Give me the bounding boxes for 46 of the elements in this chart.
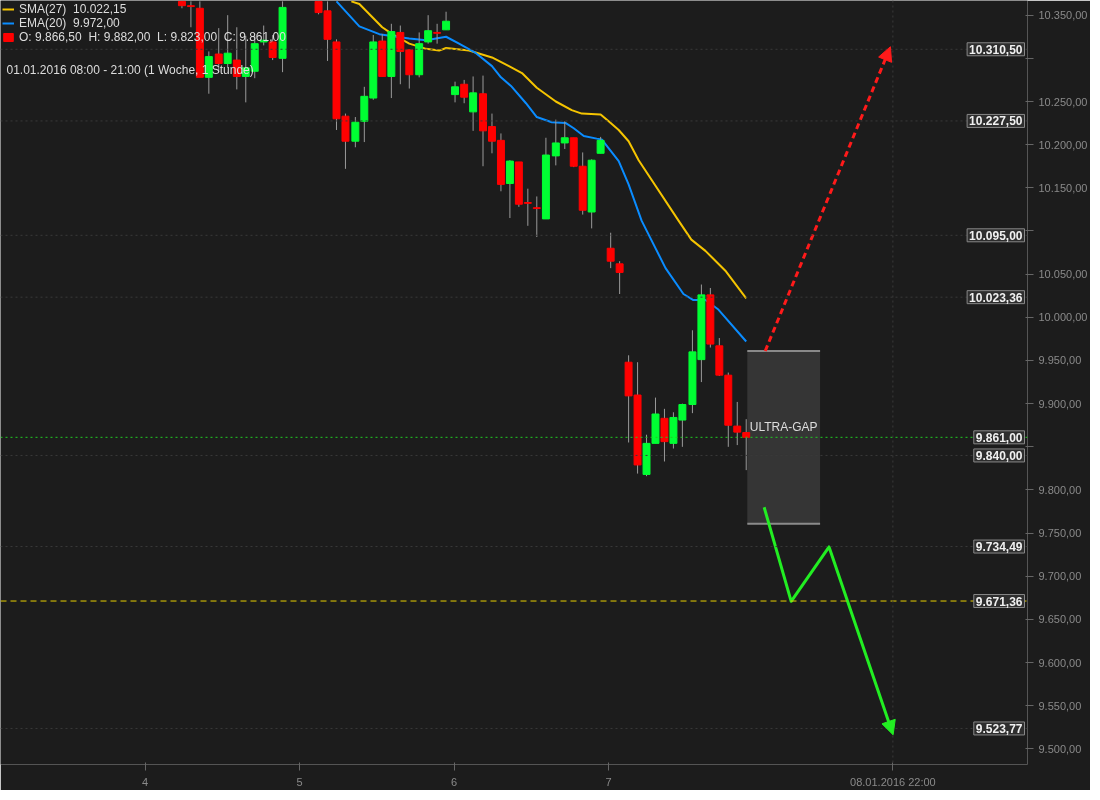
y-tick-label: 9.650,00: [1038, 613, 1082, 626]
legend-label: SMA(27) 10.022,15: [19, 2, 127, 16]
ref-line-label: 10.023,36: [969, 290, 1023, 305]
candlestick: [460, 79, 469, 104]
y-tick-label: 10.250,00: [1038, 95, 1088, 108]
candlestick: [505, 159, 514, 219]
candlestick: [424, 14, 433, 45]
candlestick: [469, 75, 478, 132]
x-tick-label: 7: [605, 775, 612, 788]
y-tick-label: 10.350,00: [1038, 9, 1088, 22]
y-tick-label: 9.800,00: [1038, 483, 1082, 496]
candlestick: [615, 260, 624, 295]
line-series: [350, 0, 748, 300]
y-tick-label: 9.700,00: [1038, 570, 1082, 583]
ref-line-label: 9.671,36: [975, 594, 1023, 609]
candlestick: [433, 23, 442, 45]
x-tick-label: 4: [141, 775, 149, 788]
x-tick-label: 6: [451, 775, 458, 788]
candlestick: [351, 116, 360, 148]
candlestick: [660, 408, 669, 462]
y-tick-label: 10.150,00: [1038, 181, 1088, 194]
ref-line-label: 9.734,49: [975, 540, 1023, 555]
y-tick-label: 10.050,00: [1038, 268, 1088, 281]
ref-line-label: 9.523,77: [975, 721, 1023, 736]
candlestick: [532, 195, 541, 238]
y-tick-label: 9.550,00: [1038, 699, 1082, 712]
x-tick-label: 5: [296, 775, 303, 788]
line-series: [335, 0, 748, 343]
ref-line-label: 10.095,00: [969, 228, 1023, 243]
candlestick: [606, 232, 615, 269]
y-tick-label: 9.600,00: [1038, 656, 1082, 669]
y-tick-label: 9.750,00: [1038, 527, 1082, 540]
y-tick-label: 9.950,00: [1038, 354, 1082, 367]
ref-line-label: 10.310,50: [969, 42, 1023, 57]
y-tick-label: 9.900,00: [1038, 397, 1082, 410]
y-tick-label: 10.000,00: [1038, 311, 1088, 324]
legend-label: EMA(20) 9.972,00: [19, 16, 120, 30]
x-tick-label: 08.01.2016 22:00: [850, 775, 936, 788]
ref-line-label: 9.861,00: [975, 430, 1023, 445]
ref-line-label: 9.840,00: [975, 448, 1023, 463]
candlestick: [451, 81, 460, 103]
ref-line-label: 10.227,50: [969, 114, 1023, 129]
y-tick-label: 9.500,00: [1038, 742, 1082, 755]
candlestick: [442, 11, 451, 31]
series-label: ULTRA-GAP: [749, 420, 818, 435]
y-tick-label: 10.200,00: [1038, 138, 1088, 151]
